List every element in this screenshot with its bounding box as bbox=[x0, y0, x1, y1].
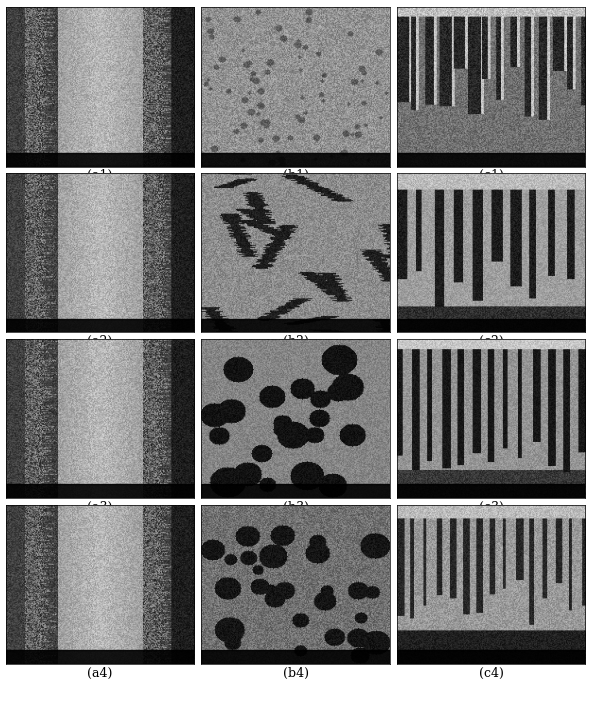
Bar bbox=[6, 650, 194, 664]
Bar bbox=[202, 153, 389, 166]
Bar bbox=[397, 650, 585, 664]
Bar bbox=[6, 153, 194, 166]
X-axis label: (c4): (c4) bbox=[479, 667, 504, 680]
Bar bbox=[202, 650, 389, 664]
Bar bbox=[397, 153, 585, 166]
X-axis label: (c1): (c1) bbox=[479, 169, 504, 182]
X-axis label: (c3): (c3) bbox=[479, 501, 504, 514]
X-axis label: (a2): (a2) bbox=[87, 335, 112, 348]
X-axis label: (b4): (b4) bbox=[282, 667, 309, 680]
Bar bbox=[6, 484, 194, 498]
X-axis label: (b3): (b3) bbox=[282, 501, 309, 514]
X-axis label: (b2): (b2) bbox=[282, 335, 309, 348]
X-axis label: (a3): (a3) bbox=[87, 501, 113, 514]
Bar bbox=[397, 484, 585, 498]
X-axis label: (c2): (c2) bbox=[479, 335, 504, 348]
X-axis label: (a4): (a4) bbox=[87, 667, 113, 680]
Bar bbox=[202, 318, 389, 332]
Bar bbox=[6, 318, 194, 332]
Bar bbox=[397, 318, 585, 332]
Bar bbox=[202, 484, 389, 498]
X-axis label: (b1): (b1) bbox=[282, 169, 309, 182]
X-axis label: (a1): (a1) bbox=[87, 169, 113, 182]
